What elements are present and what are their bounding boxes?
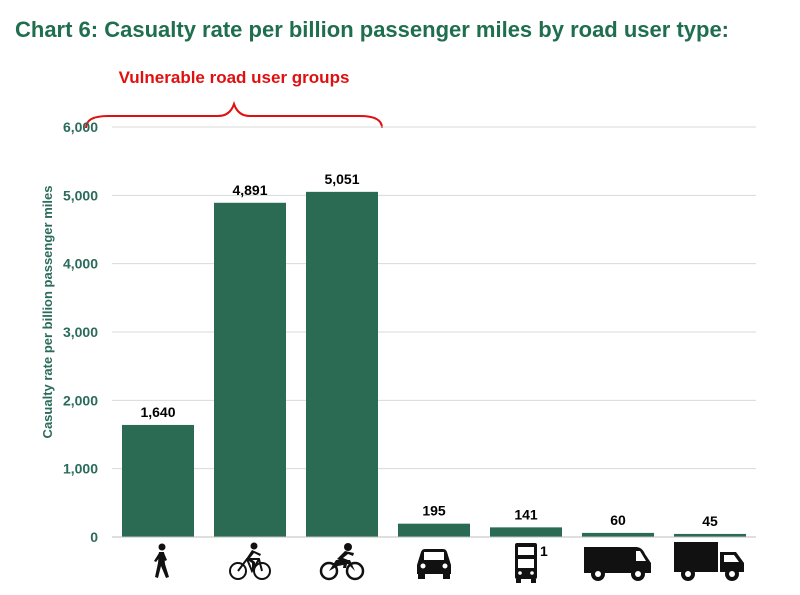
vulnerable-groups-brace [85, 100, 383, 129]
data-label: 60 [610, 512, 626, 528]
bar-bus [490, 527, 562, 537]
bar-goods-vehicle [674, 533, 746, 537]
y-axis-ticks: 0 1,000 2,000 3,000 4,000 5,000 6,000 [63, 119, 98, 545]
data-label: 141 [514, 506, 538, 522]
y-tick-label: 3,000 [63, 324, 98, 340]
y-axis-label: Casualty rate per billion passenger mile… [40, 186, 55, 439]
data-label: 195 [422, 503, 446, 519]
van-icon [584, 547, 651, 581]
bar-motorcyclist [306, 191, 378, 537]
y-tick-label: 1,000 [63, 461, 98, 477]
y-tick-label: 4,000 [63, 256, 98, 272]
truck-icon [674, 542, 744, 581]
bar-car [398, 523, 470, 537]
bar-van [582, 532, 654, 537]
data-label: 45 [702, 513, 718, 529]
bar-pedal-cyclist [214, 202, 286, 537]
bus-footnote-marker: 1 [540, 543, 548, 559]
category-icons: 1 [154, 542, 744, 583]
motorcycle-icon [319, 543, 365, 581]
data-label: 1,640 [140, 404, 175, 420]
data-label: 5,051 [324, 171, 359, 187]
y-tick-label: 2,000 [63, 392, 98, 408]
data-labels: 1,640 4,891 5,051 195 141 60 45 [140, 171, 718, 529]
gridlines [112, 126, 756, 470]
bar-pedestrian [122, 424, 194, 537]
y-tick-label: 5,000 [63, 187, 98, 203]
pedestrian-icon [154, 543, 169, 578]
bus-icon [515, 543, 537, 583]
bicycle-icon [229, 542, 271, 580]
data-label: 4,891 [232, 182, 267, 198]
bars [122, 191, 746, 537]
chart-title: Chart 6: Casualty rate per billion passe… [15, 17, 729, 42]
y-tick-label: 6,000 [63, 119, 98, 135]
y-tick-label: 0 [90, 529, 98, 545]
vulnerable-groups-annotation: Vulnerable road user groups [119, 68, 350, 87]
car-icon [417, 549, 451, 579]
